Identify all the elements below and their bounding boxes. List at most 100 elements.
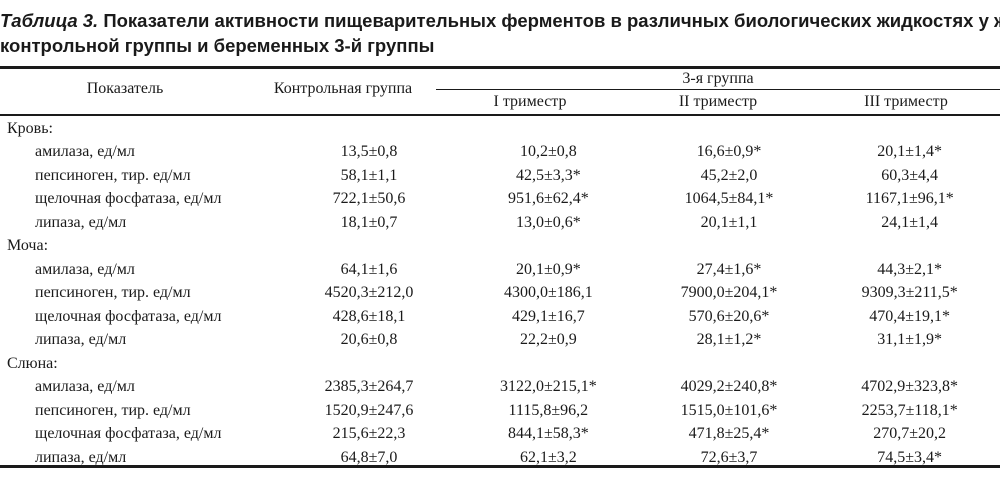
header-rule (0, 114, 1000, 116)
cell-trimester-1: 429,1±16,7 (511, 307, 585, 325)
cell-trimester-2: 570,6±20,6* (688, 307, 770, 325)
cell-trimester-2: 471,8±25,4* (688, 425, 770, 443)
table-number: Таблица 3. (0, 10, 99, 31)
cell-control (280, 352, 458, 376)
top-rule (0, 66, 1000, 69)
cell-trimester-1: 22,2±0,9 (519, 331, 577, 349)
cell-trimester-2 (639, 117, 820, 141)
cell-trimester-2: 72,6±3,7 (700, 448, 758, 466)
cell-control: 18,1±0,7 (340, 213, 398, 231)
cell-control (280, 117, 458, 141)
row-label: липаза, ед/мл (35, 331, 127, 349)
cell-trimester-1: 3122,0±215,1* (499, 378, 597, 396)
cell-control (280, 235, 458, 259)
cell-control: 2385,3±264,7 (324, 378, 414, 396)
table-row: амилаза, ед/мл 2385,3±264,7 3122,0±215,1* 4… (0, 376, 1000, 400)
header-control-group: Контрольная группа (273, 80, 413, 97)
cell-trimester-1: 20,1±0,9* (515, 260, 581, 278)
cell-control: 1520,9±247,6 (324, 401, 414, 419)
table-row: щелочная фосфатаза, ед/мл 215,6±22,3 844,1… (0, 423, 1000, 447)
cell-trimester-1: 62,1±3,2 (519, 448, 577, 466)
cell-trimester-2: 45,2±2,0 (700, 166, 758, 184)
cell-trimester-2: 20,1±1,1 (700, 213, 758, 231)
cell-control: 64,8±7,0 (340, 448, 398, 466)
cell-trimester-1 (458, 117, 639, 141)
header-indicator: Показатель (86, 80, 164, 97)
cell-trimester-3: 20,1±1,4* (877, 143, 943, 161)
cell-control: 58,1±1,1 (340, 166, 398, 184)
row-label: амилаза, ед/мл (35, 260, 135, 278)
group-header-rule (436, 89, 1000, 90)
row-label: пепсиноген, тир. ед/мл (35, 284, 191, 302)
cell-control: 13,5±0,8 (340, 143, 398, 161)
row-label: Слюна: (7, 354, 58, 372)
table-row: амилаза, ед/мл 13,5±0,8 10,2±0,8 16,6±0,9* 2… (0, 141, 1000, 165)
data-table: Кровь: амилаза, ед/мл 13,5±0,8 10,2±0,8 16,6… (0, 117, 1000, 470)
header-group-3: 3-я группа (682, 70, 754, 87)
cell-trimester-2 (639, 235, 820, 259)
cell-trimester-3 (819, 352, 1000, 376)
cell-trimester-3: 24,1±1,4 (881, 213, 939, 231)
cell-trimester-3: 9309,3±211,5* (861, 284, 958, 302)
cell-control: 215,6±22,3 (332, 425, 406, 443)
cell-control: 722,1±50,6 (332, 190, 406, 208)
cell-trimester-2: 7900,0±204,1* (680, 284, 778, 302)
row-label: пепсиноген, тир. ед/мл (35, 401, 191, 419)
cell-control: 428,6±18,1 (332, 307, 406, 325)
cell-trimester-1: 13,0±0,6* (515, 213, 581, 231)
cell-control: 64,1±1,6 (340, 260, 398, 278)
section-row: Слюна: (0, 352, 1000, 376)
cell-trimester-3 (819, 117, 1000, 141)
cell-trimester-1: 1115,8±96,2 (508, 401, 589, 419)
cell-trimester-1: 10,2±0,8 (519, 143, 577, 161)
row-label: пепсиноген, тир. ед/мл (35, 166, 191, 184)
cell-trimester-3: 31,1±1,9* (877, 331, 943, 349)
header-trimester-2: II триместр (678, 93, 758, 110)
row-label: амилаза, ед/мл (35, 378, 135, 396)
row-label: Кровь: (7, 119, 53, 137)
cell-trimester-3: 4702,9±323,8* (861, 378, 959, 396)
cell-trimester-2: 1515,0±101,6* (680, 401, 778, 419)
cell-trimester-1: 951,6±62,4* (507, 190, 589, 208)
caption-title: Показатели активности пищеварительных фе… (103, 10, 1000, 31)
table-row: липаза, ед/мл 18,1±0,7 13,0±0,6* 20,1±1,1 24… (0, 211, 1000, 235)
header-trimester-3: III триместр (864, 93, 948, 110)
table-row: пепсиноген, тир. ед/мл 4520,3±212,0 4300,0… (0, 282, 1000, 306)
caption-line-1: Таблица 3. Показатели активности пищевар… (0, 8, 1000, 33)
cell-trimester-1: 844,1±58,3* (507, 425, 589, 443)
cell-trimester-2: 1064,5±84,1* (684, 190, 774, 208)
cell-trimester-2: 28,1±1,2* (696, 331, 762, 349)
cell-trimester-2 (639, 352, 820, 376)
row-label: амилаза, ед/мл (35, 143, 135, 161)
cell-trimester-3: 74,5±3,4* (877, 448, 943, 466)
cell-trimester-1 (458, 352, 639, 376)
cell-trimester-1: 4300,0±186,1 (503, 284, 593, 302)
cell-trimester-2: 4029,2±240,8* (680, 378, 778, 396)
row-label: липаза, ед/мл (35, 213, 127, 231)
table-row: щелочная фосфатаза, ед/мл 428,6±18,1 429,1… (0, 305, 1000, 329)
row-label: Моча: (7, 237, 49, 255)
cell-trimester-3: 1167,1±96,1* (865, 190, 954, 208)
cell-trimester-3 (819, 235, 1000, 259)
cell-trimester-3: 2253,7±118,1* (861, 401, 958, 419)
row-label: липаза, ед/мл (35, 448, 127, 466)
cell-trimester-1: 42,5±3,3* (515, 166, 581, 184)
section-row: Моча: (0, 235, 1000, 259)
cell-trimester-3: 44,3±2,1* (877, 260, 943, 278)
cell-trimester-3: 270,7±20,2 (873, 425, 947, 443)
table-row: липаза, ед/мл 20,6±0,8 22,2±0,9 28,1±1,2* 31… (0, 329, 1000, 353)
row-label: щелочная фосфатаза, ед/мл (35, 425, 222, 443)
cell-trimester-2: 27,4±1,6* (696, 260, 762, 278)
cell-trimester-2: 16,6±0,9* (696, 143, 762, 161)
cell-trimester-3: 470,4±19,1* (869, 307, 951, 325)
caption-line-2: контрольной группы и беременных 3-й груп… (0, 35, 435, 56)
cell-control: 20,6±0,8 (340, 331, 398, 349)
bottom-rule (0, 465, 1000, 468)
table-row: амилаза, ед/мл 64,1±1,6 20,1±0,9* 27,4±1,6*… (0, 258, 1000, 282)
table-row: липаза, ед/мл 64,8±7,0 62,1±3,2 72,6±3,7 74,… (0, 446, 1000, 470)
table-caption: Таблица 3. Показатели активности пищевар… (0, 8, 1000, 58)
section-row: Кровь: (0, 117, 1000, 141)
table-row: пепсиноген, тир. ед/мл 58,1±1,1 42,5±3,3* 4… (0, 164, 1000, 188)
table-row: пепсиноген, тир. ед/мл 1520,9±247,6 1115,8… (0, 399, 1000, 423)
cell-trimester-3: 60,3±4,4 (881, 166, 939, 184)
